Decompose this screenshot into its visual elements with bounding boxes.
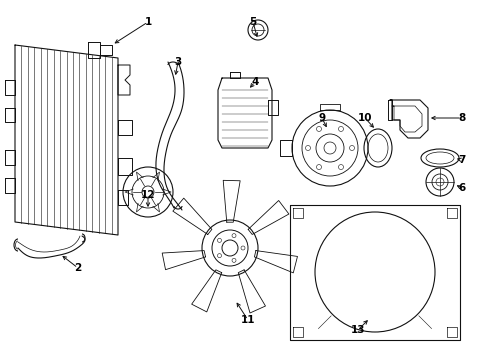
Text: 3: 3: [174, 57, 182, 67]
Text: 5: 5: [249, 17, 257, 27]
Text: 4: 4: [251, 77, 259, 87]
Text: 11: 11: [241, 315, 255, 325]
Text: 6: 6: [458, 183, 466, 193]
Text: 12: 12: [141, 190, 155, 200]
Text: 13: 13: [351, 325, 365, 335]
Text: 9: 9: [318, 113, 325, 123]
Text: 1: 1: [145, 17, 151, 27]
Text: 2: 2: [74, 263, 82, 273]
Text: 10: 10: [358, 113, 372, 123]
Text: 8: 8: [458, 113, 466, 123]
Text: 7: 7: [458, 155, 466, 165]
